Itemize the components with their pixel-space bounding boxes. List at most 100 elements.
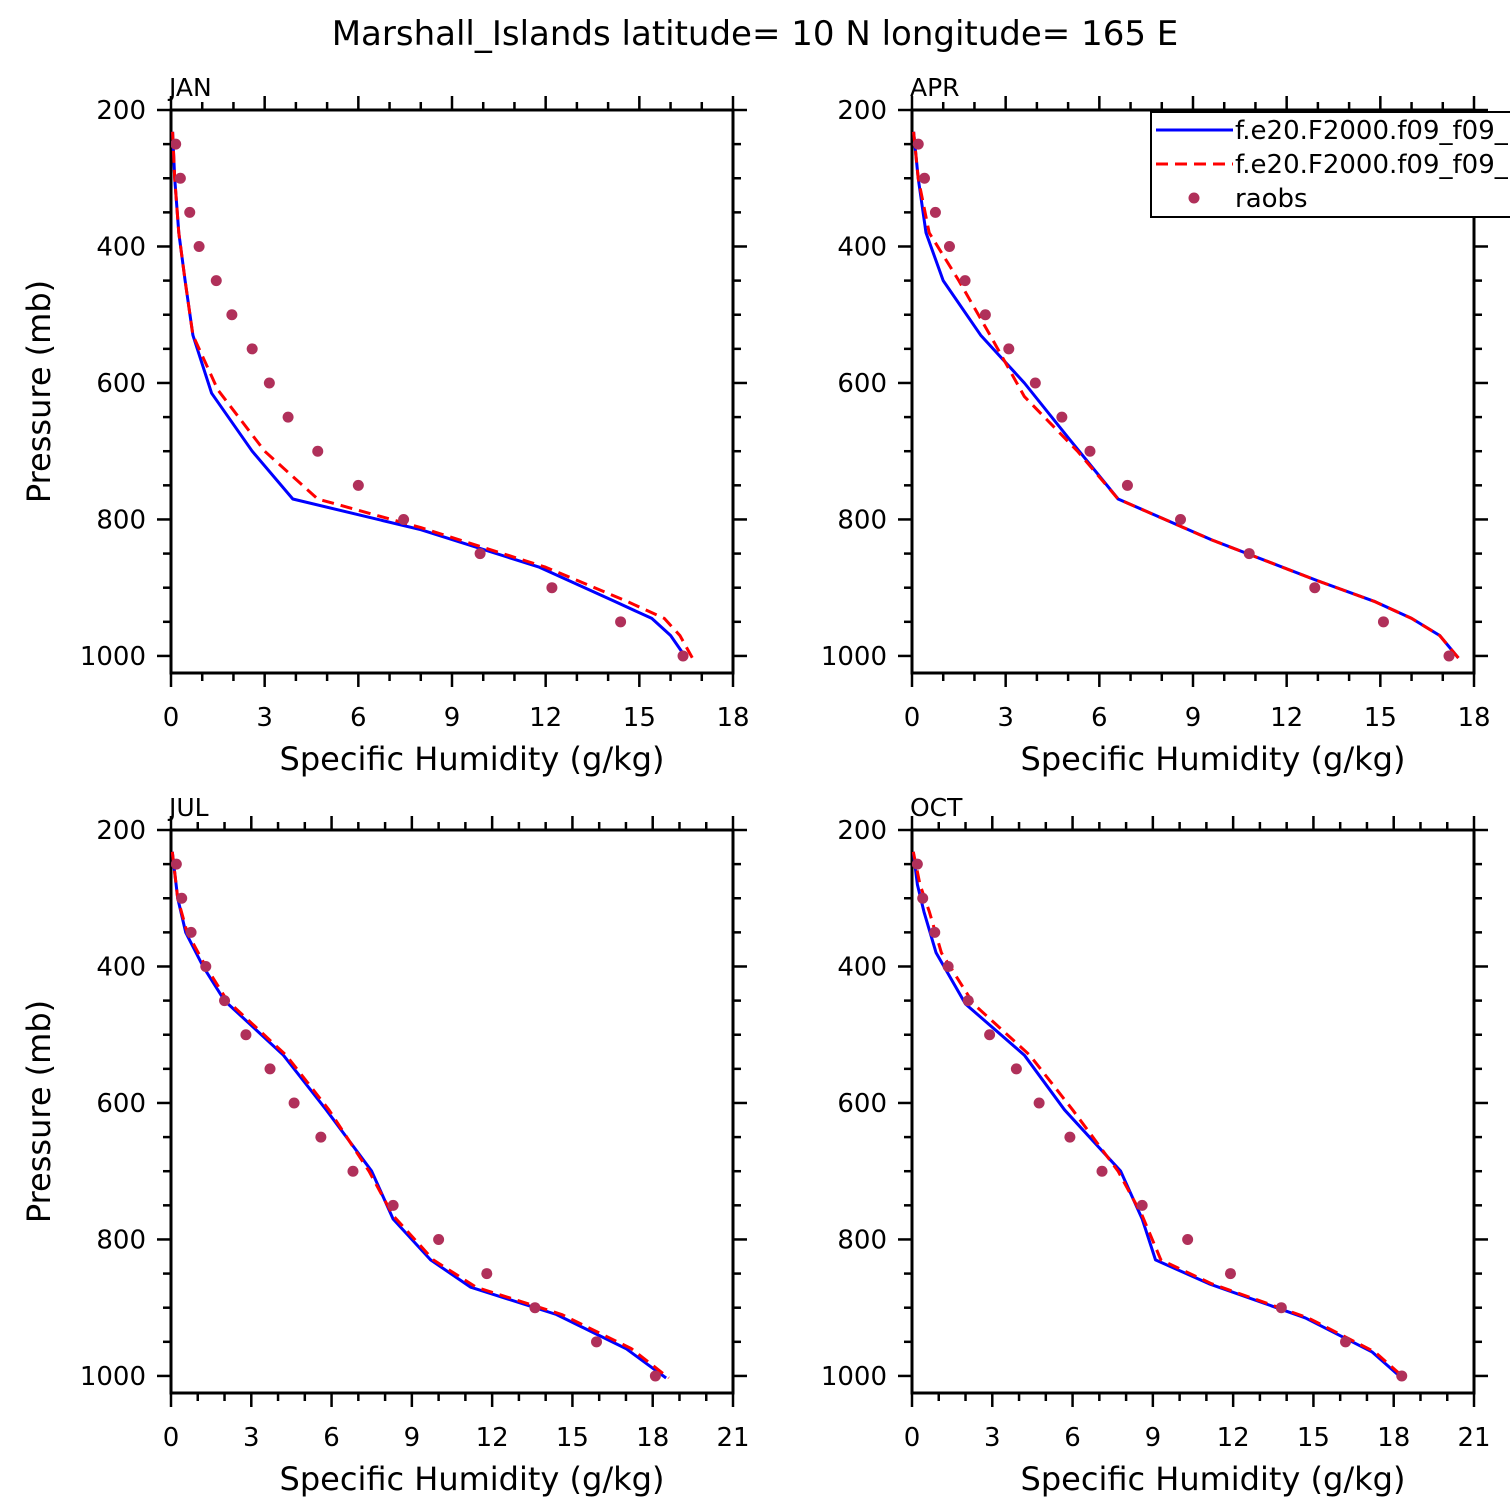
series-line-dashed bbox=[171, 131, 694, 659]
x-tick-label: 6 bbox=[350, 703, 367, 733]
raobs-point bbox=[615, 616, 627, 628]
y-tick-label: 800 bbox=[96, 505, 146, 535]
x-axis-label: Specific Humidity (g/kg) bbox=[1021, 740, 1406, 778]
x-tick-label: 18 bbox=[716, 703, 749, 733]
raobs-point bbox=[1224, 1268, 1236, 1280]
raobs-point bbox=[347, 1165, 359, 1177]
raobs-point bbox=[546, 582, 558, 594]
panel-label: JUL bbox=[167, 793, 209, 822]
raobs-point bbox=[1243, 548, 1255, 560]
series-line-solid bbox=[171, 131, 688, 659]
y-tick-label: 600 bbox=[96, 369, 146, 399]
y-tick-label: 600 bbox=[837, 1089, 887, 1119]
figure-title: Marshall_Islands latitude= 10 N longitud… bbox=[332, 14, 1179, 54]
raobs-point bbox=[481, 1268, 493, 1280]
y-tick-label: 200 bbox=[96, 96, 146, 126]
plot-frame bbox=[910, 828, 1476, 1395]
x-tick-label: 3 bbox=[984, 1423, 1001, 1453]
y-tick-label: 1000 bbox=[80, 642, 146, 672]
y-tick-label: 1000 bbox=[821, 642, 887, 672]
x-tick-label: 6 bbox=[1091, 703, 1108, 733]
raobs-point bbox=[246, 343, 258, 355]
x-tick-label: 0 bbox=[904, 1423, 921, 1453]
panel-label: JAN bbox=[167, 73, 212, 102]
raobs-point bbox=[1003, 343, 1015, 355]
legend-label: f.e20.F2000.f09_f09_ bbox=[1235, 150, 1509, 180]
raobs-point bbox=[226, 309, 238, 321]
x-tick-label: 0 bbox=[163, 703, 180, 733]
raobs-point bbox=[171, 138, 182, 150]
raobs-point bbox=[1084, 445, 1096, 457]
raobs-point bbox=[288, 1097, 300, 1109]
series-line-dashed bbox=[912, 131, 1460, 659]
series-group bbox=[912, 851, 1408, 1382]
raobs-point bbox=[171, 858, 182, 870]
raobs-point bbox=[1033, 1097, 1045, 1109]
raobs-point bbox=[352, 479, 364, 491]
x-tick-label: 12 bbox=[1217, 1423, 1250, 1453]
x-tick-label: 21 bbox=[716, 1423, 749, 1453]
panel-label: APR bbox=[910, 73, 960, 102]
raobs-point bbox=[263, 377, 275, 389]
raobs-point bbox=[649, 1370, 661, 1382]
raobs-point bbox=[1029, 377, 1041, 389]
panel-jul: JUL 0 3 6 9 12 15 18 21 200 400 600 800 1000 Specific … bbox=[20, 793, 750, 1498]
y-tick-label: 800 bbox=[837, 505, 887, 535]
raobs-point bbox=[474, 548, 486, 560]
raobs-point bbox=[984, 1029, 996, 1041]
x-tick-label: 9 bbox=[404, 1423, 421, 1453]
raobs-point bbox=[1443, 650, 1455, 662]
x-axis-label: Specific Humidity (g/kg) bbox=[1021, 1460, 1406, 1498]
raobs-point bbox=[929, 926, 941, 938]
x-tick-label: 3 bbox=[997, 703, 1014, 733]
raobs-point bbox=[184, 206, 196, 218]
x-tick-label: 15 bbox=[556, 1423, 589, 1453]
series-line-solid bbox=[171, 851, 667, 1380]
raobs-point bbox=[918, 172, 930, 184]
legend-label: raobs bbox=[1235, 184, 1308, 214]
raobs-point bbox=[677, 650, 689, 662]
raobs-point bbox=[282, 411, 294, 423]
y-tick-label: 600 bbox=[96, 1089, 146, 1119]
x-tick-label: 15 bbox=[1297, 1423, 1330, 1453]
raobs-point bbox=[943, 240, 955, 252]
x-tick-label: 0 bbox=[163, 1423, 180, 1453]
legend-label: f.e20.F2000.f09_f09_ bbox=[1235, 116, 1509, 146]
x-axis-label: Specific Humidity (g/kg) bbox=[280, 1460, 665, 1498]
raobs-point bbox=[1182, 1233, 1194, 1245]
x-tick-label: 9 bbox=[444, 703, 461, 733]
raobs-point bbox=[176, 892, 188, 904]
raobs-point bbox=[398, 513, 410, 525]
raobs-point bbox=[312, 445, 324, 457]
x-axis-label: Specific Humidity (g/kg) bbox=[280, 740, 665, 778]
raobs-point bbox=[962, 995, 974, 1007]
plot-frame bbox=[169, 108, 735, 675]
raobs-point bbox=[929, 206, 941, 218]
raobs-point bbox=[1275, 1302, 1287, 1314]
raobs-point bbox=[942, 960, 954, 972]
raobs-point bbox=[912, 858, 923, 870]
y-tick-label: 200 bbox=[96, 816, 146, 846]
raobs-point bbox=[433, 1233, 445, 1245]
y-axis-label: Pressure (mb) bbox=[20, 1000, 58, 1223]
raobs-point bbox=[1121, 479, 1133, 491]
raobs-point bbox=[1096, 1165, 1108, 1177]
raobs-point bbox=[1010, 1063, 1022, 1075]
y-tick-label: 600 bbox=[837, 369, 887, 399]
raobs-point bbox=[174, 172, 186, 184]
series-group bbox=[171, 131, 694, 662]
y-tick-label: 200 bbox=[837, 96, 887, 126]
raobs-point bbox=[185, 926, 197, 938]
x-tick-label: 3 bbox=[243, 1423, 260, 1453]
raobs-point bbox=[210, 275, 222, 287]
raobs-point bbox=[959, 275, 971, 287]
y-tick-label: 1000 bbox=[821, 1362, 887, 1392]
y-tick-label: 400 bbox=[837, 952, 887, 982]
x-tick-label: 18 bbox=[636, 1423, 669, 1453]
y-tick-label: 200 bbox=[837, 816, 887, 846]
y-axis-label: Pressure (mb) bbox=[20, 280, 58, 503]
x-tick-label: 18 bbox=[1377, 1423, 1410, 1453]
raobs-point bbox=[200, 960, 212, 972]
